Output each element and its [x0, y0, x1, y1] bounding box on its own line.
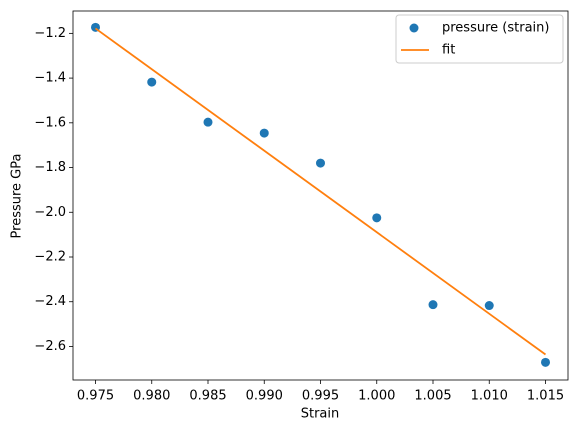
x-axis-label: Strain [301, 407, 340, 422]
legend-box [395, 14, 564, 64]
legend-marker [409, 23, 419, 33]
y-tick-label: −1.4 [34, 71, 66, 86]
legend-label: fit [442, 43, 455, 58]
plot-frame [72, 10, 569, 381]
x-tick-label: 0.980 [133, 389, 170, 404]
y-tick-label: −1.2 [34, 26, 66, 41]
x-tick-label: 1.015 [527, 389, 564, 404]
x-tick-label: 1.000 [358, 389, 395, 404]
point [147, 77, 157, 87]
point [541, 357, 550, 367]
x-tick-label: 0.990 [246, 389, 283, 404]
x-tick-label: 1.010 [471, 389, 508, 404]
point [203, 117, 213, 127]
point [316, 158, 325, 168]
x-tick-label: 1.005 [414, 389, 451, 404]
y-tick-label: −2.4 [34, 294, 66, 309]
y-tick-label: −2.0 [34, 205, 66, 220]
x-tick-label: 0.985 [189, 389, 226, 404]
point [428, 300, 438, 310]
legend-label: pressure (strain) [442, 21, 549, 36]
y-tick-label: −1.6 [34, 115, 66, 130]
x-tick-label: 0.975 [77, 389, 114, 404]
point [372, 213, 382, 223]
y-axis-label: Pressure GPa [10, 154, 25, 239]
y-tick-label: −2.6 [34, 339, 66, 354]
y-tick-label: −1.8 [34, 160, 66, 175]
x-tick-label: 0.995 [302, 389, 339, 404]
fit-line [94, 27, 547, 356]
point [484, 301, 494, 311]
point [259, 128, 269, 138]
y-tick-label: −2.2 [34, 250, 66, 265]
